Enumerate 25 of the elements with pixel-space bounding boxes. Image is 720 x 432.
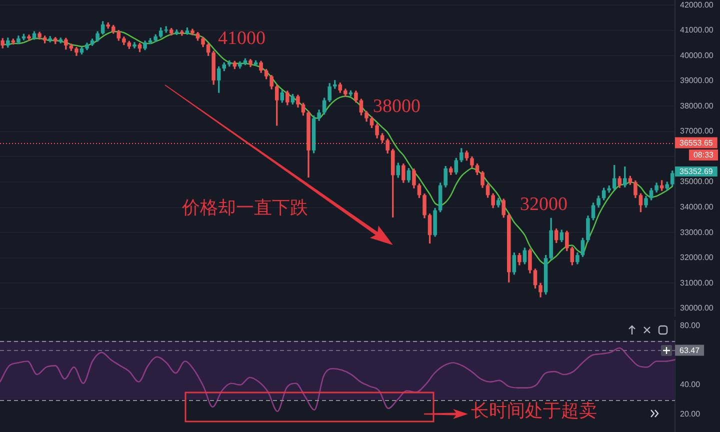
ref-line-label: 36553.65 [680, 138, 714, 148]
line-series [2, 30, 674, 265]
y-tick-label: 42000.00 [680, 0, 714, 10]
y-tick-label: 33000.00 [680, 228, 714, 237]
y-tick-label: 41000.00 [680, 26, 714, 35]
y-tick-label: 20.00 [680, 410, 701, 419]
y-tick-label: 40.00 [680, 380, 701, 390]
text: 35352.69 [680, 167, 714, 176]
y-tick-label: 30000.00 [680, 304, 714, 313]
annotation: 41000 [218, 28, 266, 49]
y-tick-label: 80.00 [680, 321, 701, 330]
y-tick-label: 31000.00 [680, 278, 714, 288]
annotation: 32000 [520, 194, 568, 215]
ref-line-label: 63.47 [680, 346, 700, 355]
y-tick-label: 32000.00 [680, 253, 714, 262]
y-tick-label: 40000.00 [680, 50, 714, 60]
y-tick-label: 37000.00 [680, 126, 714, 136]
y-tick-label: 35000.00 [680, 177, 714, 186]
annotation: 价格却一直下跌 [181, 198, 308, 219]
y-tick-label: 38000.00 [680, 101, 714, 110]
y-tick-label: 39000.00 [680, 76, 714, 86]
y-tick-label: 34000.00 [680, 202, 714, 212]
annotation: 38000 [373, 96, 420, 117]
annotation: 长时间处于超卖 [471, 400, 597, 422]
text: 08:33 [693, 150, 714, 160]
